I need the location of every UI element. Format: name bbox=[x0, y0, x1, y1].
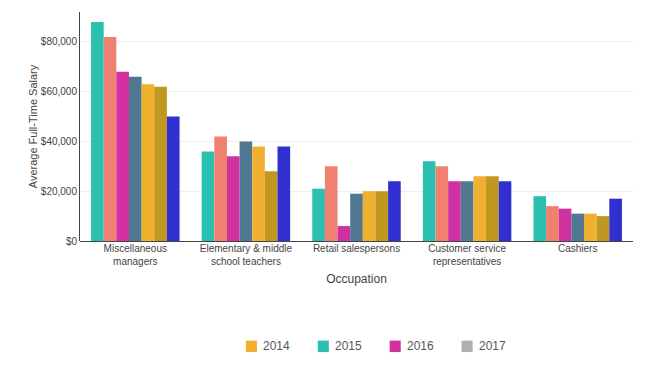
svg-text:$60,000: $60,000 bbox=[41, 86, 78, 97]
svg-text:Miscellaneousmanagers: Miscellaneousmanagers bbox=[104, 243, 167, 267]
svg-text:$0: $0 bbox=[66, 236, 78, 247]
svg-text:Cashiers: Cashiers bbox=[558, 243, 597, 254]
svg-text:$80,000: $80,000 bbox=[41, 36, 78, 47]
svg-text:$40,000: $40,000 bbox=[41, 136, 78, 147]
svg-text:Retail salespersons: Retail salespersons bbox=[313, 243, 400, 254]
svg-text:Elementary & middleschool teac: Elementary & middleschool teachers bbox=[200, 243, 293, 267]
svg-text:Customer servicerepresentative: Customer servicerepresentatives bbox=[428, 243, 506, 267]
svg-text:$20,000: $20,000 bbox=[41, 186, 78, 197]
svg-text:2015: 2015 bbox=[335, 339, 362, 353]
svg-text:Occupation: Occupation bbox=[326, 272, 387, 286]
svg-text:2016: 2016 bbox=[407, 339, 434, 353]
svg-text:Average Full-Time Salary: Average Full-Time Salary bbox=[27, 64, 39, 188]
svg-text:2017: 2017 bbox=[479, 339, 506, 353]
svg-text:2014: 2014 bbox=[263, 339, 290, 353]
